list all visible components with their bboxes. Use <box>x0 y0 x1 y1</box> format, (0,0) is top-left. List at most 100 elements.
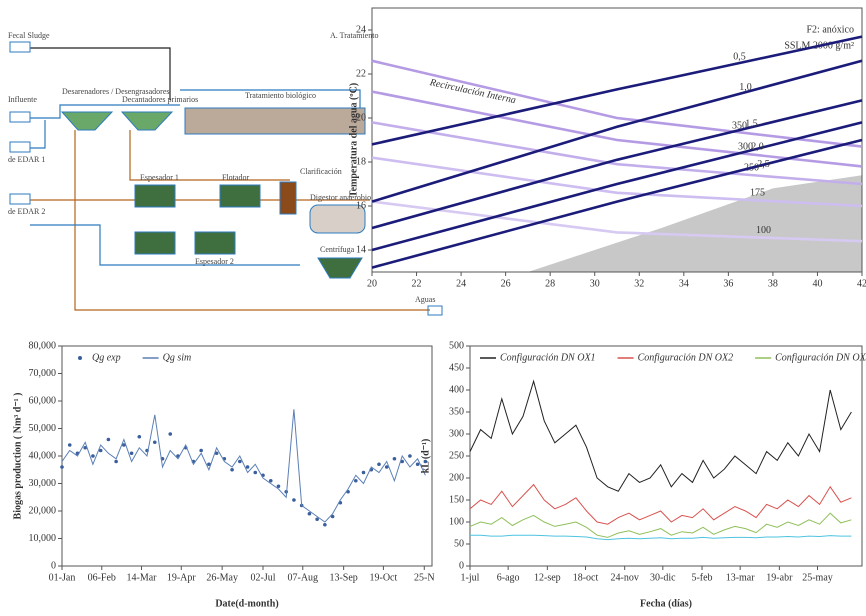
diagram-label: Tratamiento biológico <box>245 91 316 100</box>
data-point <box>91 454 95 458</box>
x-tick-label: 26-May <box>206 572 238 583</box>
thickener <box>135 185 175 207</box>
inlet <box>10 142 30 152</box>
x-tick-label: 07-Aug <box>287 572 318 583</box>
x-tick-label: 13-mar <box>726 572 756 583</box>
x-tick-label: 34 <box>679 278 689 289</box>
series-label: 175 <box>750 188 765 199</box>
data-point <box>393 457 397 461</box>
shaded-region <box>528 175 862 272</box>
series-label: 1,0 <box>739 82 752 93</box>
data-point <box>168 432 172 436</box>
flotator <box>220 185 260 207</box>
y-tick-label: 400 <box>449 384 464 395</box>
legend-label: Qg exp <box>92 352 121 363</box>
series-label: 100 <box>756 225 771 236</box>
bioreactor <box>185 108 365 134</box>
chart-panel: 202224262830323436384042141618202224Temp… <box>348 8 866 289</box>
x-tick-label: 36 <box>723 278 733 289</box>
data-point <box>60 465 64 469</box>
y-tick-label: 450 <box>449 362 464 373</box>
inlet <box>10 112 30 122</box>
x-tick-label: 32 <box>634 278 644 289</box>
x-tick-label: 18-oct <box>573 572 599 583</box>
data-point <box>269 479 273 483</box>
x-tick-label: 30 <box>590 278 600 289</box>
data-point <box>416 462 420 466</box>
thickener <box>195 232 235 254</box>
diagram-label: Espesador 1 <box>140 173 179 182</box>
y-tick-label: 20,000 <box>29 505 57 516</box>
diagram-label: Espesador 2 <box>195 257 234 266</box>
series-label: 0,5 <box>733 51 746 62</box>
y-tick-label: 24 <box>356 24 366 35</box>
legend-label: Qg sim <box>163 352 192 363</box>
x-tick-label: 26 <box>501 278 511 289</box>
series-line <box>62 409 425 522</box>
outlet <box>428 306 442 315</box>
x-tick-label: 14-Mar <box>127 572 158 583</box>
data-point <box>377 462 381 466</box>
x-tick-label: 13-Sep <box>329 572 357 583</box>
data-point <box>153 440 157 444</box>
x-tick-label: 38 <box>768 278 778 289</box>
tank <box>62 112 112 130</box>
y-tick-label: 10,000 <box>29 533 57 544</box>
x-tick-label: 25-N <box>414 572 435 583</box>
data-point <box>107 438 111 442</box>
data-point <box>138 435 142 439</box>
series-label: 2,0 <box>751 141 764 152</box>
figure: Fecal Sludge A. Tratamiento Influente De… <box>0 0 866 616</box>
x-tick-label: 20 <box>367 278 377 289</box>
chart-panel: 01-Jan 06-Feb 14-Mar 19-Apr 26-May 02-Jul 07-A… <box>12 340 434 609</box>
diagram-label: A. Tratamiento <box>330 31 378 40</box>
x-tick-label: 19-Apr <box>167 572 197 583</box>
clarifier <box>280 182 296 214</box>
data-point <box>230 468 234 472</box>
data-point <box>323 523 327 527</box>
x-tick-label: 06-Feb <box>88 572 116 583</box>
x-tick-label: 40 <box>812 278 822 289</box>
x-tick-label: 19-Oct <box>370 572 398 583</box>
series-label: 2,5 <box>757 159 770 170</box>
x-tick-label: 22 <box>412 278 422 289</box>
plot-frame <box>470 346 862 566</box>
data-point <box>114 460 118 464</box>
y-tick-label: 100 <box>449 516 464 527</box>
inlet <box>10 194 30 204</box>
centrifuge <box>318 258 362 278</box>
diagram-label: de EDAR 2 <box>8 207 45 216</box>
x-axis-label: Fecha (días) <box>640 598 692 609</box>
y-tick-label: 250 <box>449 450 464 461</box>
data-point <box>408 454 412 458</box>
legend-marker <box>78 356 82 360</box>
y-tick-label: 350 <box>449 406 464 417</box>
x-tick-label: 19-abr <box>766 572 793 583</box>
diagram-label: Aguas <box>415 295 435 304</box>
y-axis-label: kL (d⁻¹) <box>420 439 431 474</box>
diagram-label: Flotador <box>222 173 249 182</box>
x-tick-label: 28 <box>545 278 555 289</box>
data-point <box>292 498 296 502</box>
x-tick-label: 12-sep <box>534 572 561 583</box>
y-axis-label: Temperatura del agua (ºC) <box>348 83 359 197</box>
y-tick-label: 300 <box>449 428 464 439</box>
x-tick-label: 24-nov <box>611 572 639 583</box>
x-tick-label: 01-Jan <box>49 572 76 583</box>
data-point <box>130 451 134 455</box>
y-tick-label: 16 <box>356 200 366 211</box>
y-tick-label: 50 <box>454 538 464 549</box>
x-tick-label: 24 <box>456 278 466 289</box>
y-tick-label: 0 <box>51 560 56 571</box>
x-tick-label: 25-may <box>802 572 833 583</box>
chart-title: F2: anóxico <box>807 24 855 35</box>
legend-label: Configuración DN OX3 <box>775 352 866 363</box>
x-axis-label: Date(d-month) <box>215 598 278 609</box>
inlet <box>10 42 30 52</box>
x-tick-label: 6-ago <box>497 572 520 583</box>
data-point <box>354 479 358 483</box>
y-tick-label: 0 <box>459 560 464 571</box>
y-axis-label: Biogas production ( Nm³ d⁻¹ ) <box>12 393 23 520</box>
x-tick-label: 02-Jul <box>251 572 276 583</box>
